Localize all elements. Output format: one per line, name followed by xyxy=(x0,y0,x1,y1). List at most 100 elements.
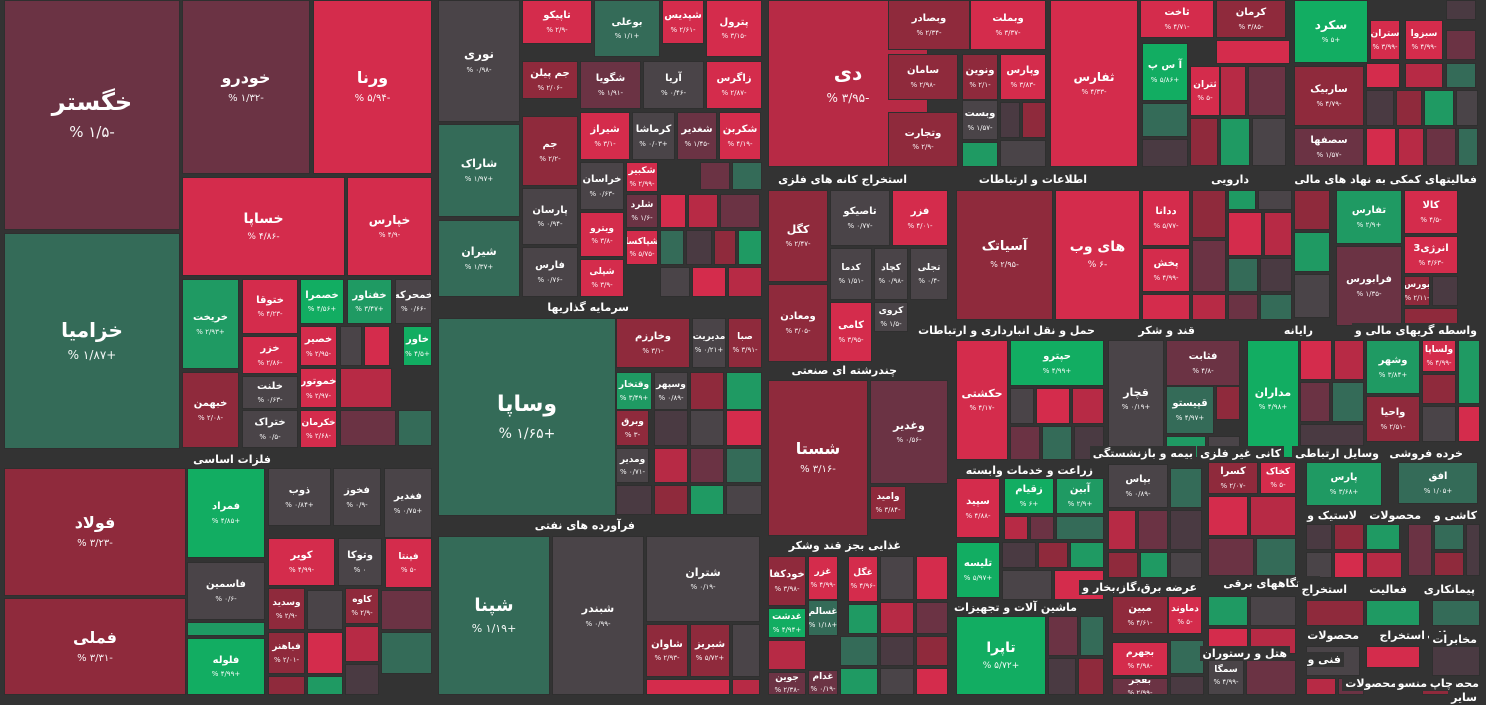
stock-tile-small[interactable] xyxy=(1142,294,1190,320)
stock-tile-small[interactable] xyxy=(1220,66,1246,116)
stock-tile[interactable]: وبملت -۳/۳۷ % xyxy=(970,0,1046,50)
stock-tile-small[interactable] xyxy=(268,676,305,695)
stock-tile[interactable]: وپارس -۳/۸۳ % xyxy=(1000,54,1046,100)
stock-tile[interactable]: ثتران -۵ % xyxy=(1190,66,1220,116)
stock-tile-small[interactable] xyxy=(1405,63,1443,88)
stock-tile-small[interactable] xyxy=(1080,616,1104,656)
stock-tile-small[interactable] xyxy=(1366,524,1400,550)
stock-tile[interactable]: مبین -۴/۶۱ % xyxy=(1112,596,1168,634)
stock-tile-small[interactable] xyxy=(714,230,736,265)
stock-tile-small[interactable] xyxy=(738,230,762,265)
stock-tile-small[interactable] xyxy=(1142,139,1188,167)
stock-tile[interactable]: آریا -۰/۴۶ % xyxy=(643,61,704,109)
stock-tile[interactable]: مداران +۴/۹۸ % xyxy=(1247,340,1299,458)
stock-tile[interactable]: خکرمان -۲/۶۸ % xyxy=(300,410,337,448)
stock-tile-small[interactable] xyxy=(1108,510,1136,550)
stock-tile-small[interactable] xyxy=(1446,30,1476,60)
stock-tile-small[interactable] xyxy=(1446,63,1476,88)
stock-tile-small[interactable] xyxy=(840,636,878,666)
stock-tile-small[interactable] xyxy=(1250,496,1296,536)
stock-tile[interactable]: فارس -۰/۷۶ % xyxy=(522,247,578,297)
stock-tile-small[interactable] xyxy=(1228,190,1256,210)
stock-tile[interactable]: شپنا +۱/۱۹ % xyxy=(438,536,550,695)
stock-tile[interactable]: سمگا -۴/۹۹ % xyxy=(1208,656,1244,695)
stock-tile-small[interactable] xyxy=(732,162,762,190)
stock-tile[interactable]: ولساپا -۴/۹۹ % xyxy=(1422,340,1456,372)
stock-tile-small[interactable] xyxy=(364,326,390,366)
stock-tile-small[interactable] xyxy=(916,636,948,666)
stock-tile-small[interactable] xyxy=(654,485,688,515)
stock-tile-small[interactable] xyxy=(345,664,379,695)
stock-tile[interactable]: آبین +۲/۹ % xyxy=(1056,478,1104,514)
stock-tile[interactable]: شستا -۳/۱۶ % xyxy=(768,380,868,536)
stock-tile[interactable]: شپدیس -۲/۶۱ % xyxy=(662,0,704,44)
stock-tile[interactable]: وخارزم -۳/۱ % xyxy=(616,318,690,368)
stock-tile-small[interactable] xyxy=(1398,128,1424,166)
stock-tile[interactable]: انرژی3 -۴/۶۳ % xyxy=(1404,236,1458,274)
stock-tile[interactable]: خمحرکه -۰/۶۶ % xyxy=(395,279,432,324)
stock-tile[interactable]: وبصادر -۲/۳۴ % xyxy=(888,0,970,50)
stock-tile-small[interactable] xyxy=(1396,90,1422,126)
stock-tile-small[interactable] xyxy=(1010,388,1034,424)
stock-tile[interactable]: تجلی -۰/۴ % xyxy=(910,248,948,300)
stock-tile-small[interactable] xyxy=(732,624,760,677)
stock-tile-small[interactable] xyxy=(381,632,432,674)
stock-tile[interactable]: زقیام +۶ % xyxy=(1004,478,1054,514)
stock-tile-small[interactable] xyxy=(840,668,878,695)
stock-tile[interactable]: حکشتی -۴/۱۷ % xyxy=(956,340,1008,460)
stock-tile-small[interactable] xyxy=(1038,542,1068,568)
stock-tile-small[interactable] xyxy=(1108,552,1138,578)
stock-tile[interactable]: خصمرا +۴/۵۶ % xyxy=(300,279,344,324)
stock-tile-small[interactable] xyxy=(1250,596,1296,626)
stock-tile[interactable]: کچاد -۰/۹۸ % xyxy=(874,248,908,300)
stock-tile[interactable]: خموتور -۲/۹۷ % xyxy=(300,368,337,408)
stock-tile-small[interactable] xyxy=(1030,516,1054,540)
stock-tile-small[interactable] xyxy=(340,326,362,366)
stock-tile-small[interactable] xyxy=(1216,386,1240,420)
stock-tile[interactable]: خاور +۴/۵ % xyxy=(403,326,432,366)
stock-tile[interactable]: سصفها -۱/۵۷ % xyxy=(1294,128,1364,166)
stock-tile-small[interactable] xyxy=(1260,294,1292,320)
stock-tile-small[interactable] xyxy=(1140,552,1168,578)
stock-tile[interactable]: ثفارس -۴/۳۳ % xyxy=(1050,0,1138,167)
stock-tile-small[interactable] xyxy=(1170,676,1204,695)
stock-tile-small[interactable] xyxy=(1138,510,1168,550)
stock-tile[interactable]: مدیریت +۰/۲۱ % xyxy=(692,318,726,368)
stock-tile[interactable]: خصیر -۲/۹۵ % xyxy=(300,326,337,366)
stock-tile[interactable]: کگل -۲/۴۷ % xyxy=(768,190,828,282)
stock-tile-small[interactable] xyxy=(616,485,652,515)
stock-tile-small[interactable] xyxy=(880,556,914,600)
stock-tile[interactable]: ومعادن -۳/۰۵ % xyxy=(768,284,828,362)
stock-tile[interactable]: بپاس -۰/۸۹ % xyxy=(1108,464,1168,508)
stock-tile[interactable]: بوعلی +۱/۱ % xyxy=(594,0,660,57)
stock-tile-small[interactable] xyxy=(1408,524,1432,576)
stock-tile[interactable]: کدما -۱/۵۱ % xyxy=(830,248,872,300)
stock-tile-small[interactable] xyxy=(1294,274,1330,318)
stock-tile-small[interactable] xyxy=(1334,524,1364,550)
stock-tile-small[interactable] xyxy=(1422,406,1456,442)
stock-tile-small[interactable] xyxy=(700,162,730,190)
stock-tile[interactable]: ونوین -۲/۱ % xyxy=(962,54,998,100)
stock-tile[interactable]: شاراک +۱/۹۷ % xyxy=(438,124,520,217)
stock-tile-small[interactable] xyxy=(692,267,726,297)
stock-tile[interactable]: ختراک -۰/۵ % xyxy=(242,410,298,448)
stock-tile[interactable]: شتران -۰/۱۹ % xyxy=(646,536,760,622)
stock-tile[interactable]: کالا -۴/۵ % xyxy=(1404,190,1458,234)
stock-tile[interactable]: های وب -۶ % xyxy=(1055,190,1140,320)
stock-tile[interactable]: شپاکسا -۵/۷۵ % xyxy=(626,230,658,265)
stock-tile-small[interactable] xyxy=(880,636,914,666)
stock-tile-small[interactable] xyxy=(1264,212,1292,256)
stock-tile[interactable]: شیراز -۳/۱ % xyxy=(580,112,630,160)
stock-tile[interactable]: فپنتا -۵ % xyxy=(385,538,432,588)
stock-tile[interactable]: فرابورس -۱/۳۵ % xyxy=(1336,246,1402,326)
stock-tile[interactable]: شیران +۱/۳۷ % xyxy=(438,220,520,297)
stock-tile-small[interactable] xyxy=(1000,140,1046,167)
stock-tile-small[interactable] xyxy=(1446,0,1476,20)
stock-tile-small[interactable] xyxy=(1078,658,1104,695)
stock-tile[interactable]: وغدیر -۰/۵۶ % xyxy=(870,380,948,484)
stock-tile-small[interactable] xyxy=(1366,646,1420,668)
stock-tile[interactable]: صبا -۳/۹۱ % xyxy=(728,318,762,368)
stock-tile-small[interactable] xyxy=(1256,538,1296,576)
stock-tile-small[interactable] xyxy=(1434,552,1464,576)
stock-tile-small[interactable] xyxy=(1072,388,1104,424)
